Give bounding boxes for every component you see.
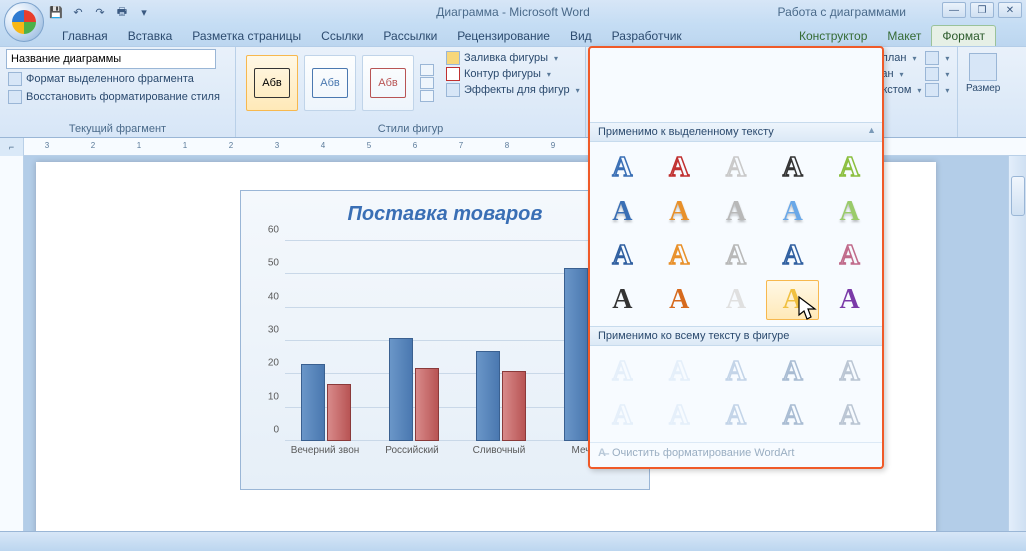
wordart-style-option[interactable]: A: [710, 352, 763, 392]
wordart-style-option[interactable]: A: [823, 236, 876, 276]
tab-format[interactable]: Формат: [931, 25, 996, 46]
close-button[interactable]: ✕: [998, 2, 1022, 18]
wordart-style-option[interactable]: A: [710, 280, 763, 320]
shape-outline-button[interactable]: Контур фигуры▾: [446, 67, 580, 81]
wordart-section-applies-all: Применимо ко всему тексту в фигуре: [590, 326, 882, 346]
wordart-style-option[interactable]: A: [823, 280, 876, 320]
tab-page-layout[interactable]: Разметка страницы: [182, 26, 311, 46]
restore-button[interactable]: ❐: [970, 2, 994, 18]
tab-home[interactable]: Главная: [52, 26, 118, 46]
wordart-style-option[interactable]: A: [596, 396, 649, 436]
align-icon: [925, 51, 939, 65]
group-button[interactable]: ▾: [925, 67, 949, 81]
chart-category-label: Российский: [372, 445, 452, 456]
gallery-more-icon[interactable]: [420, 90, 434, 102]
effects-icon: [446, 83, 460, 97]
wordart-style-option[interactable]: A: [596, 148, 649, 188]
size-button[interactable]: Размер: [964, 49, 1002, 98]
wordart-style-option[interactable]: A: [710, 236, 763, 276]
save-icon[interactable]: 💾: [48, 4, 64, 20]
tab-mailings[interactable]: Рассылки: [373, 26, 447, 46]
wordart-style-option[interactable]: A: [766, 396, 819, 436]
gallery-down-icon[interactable]: [420, 77, 434, 89]
group-label-shape-styles: Стили фигур: [236, 123, 585, 135]
rotate-button[interactable]: ▾: [925, 83, 949, 97]
reset-style-button[interactable]: Восстановить форматирование стиля: [6, 89, 222, 105]
ruler-corner[interactable]: ⌐: [0, 138, 24, 156]
rotate-icon: [925, 83, 939, 97]
print-icon[interactable]: 🖶: [114, 4, 130, 20]
wordart-style-option[interactable]: A: [766, 148, 819, 188]
group-icon: [925, 67, 939, 81]
status-bar: [0, 531, 1026, 551]
wordart-style-option[interactable]: A: [766, 236, 819, 276]
wordart-styles-panel: Применимо к выделенному тексту▲ AAAAAAAA…: [588, 46, 884, 469]
shape-style-gallery[interactable]: Абв Абв Абв: [242, 49, 438, 117]
tab-design[interactable]: Конструктор: [789, 26, 877, 46]
tab-developer[interactable]: Разработчик: [602, 26, 692, 46]
tab-layout[interactable]: Макет: [877, 26, 931, 46]
ribbon-tabs: Главная Вставка Разметка страницы Ссылки…: [0, 24, 1026, 46]
size-icon: [969, 53, 997, 81]
qat-more-icon[interactable]: ▾: [136, 4, 152, 20]
wordart-style-option[interactable]: A: [596, 192, 649, 232]
tab-view[interactable]: Вид: [560, 26, 602, 46]
wordart-style-option[interactable]: A: [710, 192, 763, 232]
wordart-style-option[interactable]: A: [653, 192, 706, 232]
clear-wordart-button[interactable]: A̶Очистить форматирование WordArt: [590, 442, 882, 463]
format-selection-button[interactable]: Формат выделенного фрагмента: [6, 71, 222, 87]
wordart-style-option[interactable]: A: [596, 352, 649, 392]
undo-icon[interactable]: ↶: [70, 4, 86, 20]
wordart-style-option[interactable]: A: [653, 280, 706, 320]
window-title: Диаграмма - Microsoft Word: [436, 5, 590, 19]
wordart-style-option[interactable]: A: [823, 192, 876, 232]
chart-plot: 0102030405060: [285, 241, 635, 441]
wordart-style-option[interactable]: A: [823, 148, 876, 188]
wordart-style-option[interactable]: A: [653, 148, 706, 188]
shape-effects-button[interactable]: Эффекты для фигур▾: [446, 83, 580, 97]
format-selection-label: Формат выделенного фрагмента: [26, 73, 194, 85]
outline-icon: [446, 67, 460, 81]
wordart-style-option[interactable]: A: [596, 236, 649, 276]
titlebar: 💾 ↶ ↷ 🖶 ▾ Диаграмма - Microsoft Word Раб…: [0, 0, 1026, 24]
wordart-style-option[interactable]: A: [766, 280, 819, 320]
wordart-style-option[interactable]: A: [653, 396, 706, 436]
reset-style-icon: [8, 90, 22, 104]
vertical-scrollbar[interactable]: [1008, 156, 1026, 531]
fill-icon: [446, 51, 460, 65]
wordart-style-option[interactable]: A: [710, 396, 763, 436]
group-label-current: Текущий фрагмент: [0, 123, 235, 135]
tab-review[interactable]: Рецензирование: [447, 26, 560, 46]
wordart-style-option[interactable]: A: [653, 236, 706, 276]
chart-category-label: Сливочный: [459, 445, 539, 456]
reset-style-label: Восстановить форматирование стиля: [26, 91, 220, 103]
wordart-style-option[interactable]: A: [653, 352, 706, 392]
shape-style-2[interactable]: Абв: [304, 55, 356, 111]
gallery-up-icon[interactable]: [420, 64, 434, 76]
redo-icon[interactable]: ↷: [92, 4, 108, 20]
context-title: Работа с диаграммами: [778, 5, 907, 19]
vertical-ruler[interactable]: [0, 156, 24, 531]
wordart-style-option[interactable]: A: [766, 192, 819, 232]
office-button[interactable]: [4, 2, 44, 42]
tab-references[interactable]: Ссылки: [311, 26, 373, 46]
shape-fill-button[interactable]: Заливка фигуры▾: [446, 51, 580, 65]
chart-element-select[interactable]: [6, 49, 216, 69]
align-button[interactable]: ▾: [925, 51, 949, 65]
minimize-button[interactable]: —: [942, 2, 966, 18]
wordart-style-option[interactable]: A: [823, 352, 876, 392]
wordart-section-applies-selection: Применимо к выделенному тексту▲: [590, 122, 882, 142]
wordart-style-option[interactable]: A: [823, 396, 876, 436]
shape-style-1[interactable]: Абв: [246, 55, 298, 111]
scrollbar-thumb[interactable]: [1011, 176, 1025, 216]
wordart-style-option[interactable]: A: [596, 280, 649, 320]
shape-style-3[interactable]: Абв: [362, 55, 414, 111]
tab-insert[interactable]: Вставка: [118, 26, 183, 46]
quick-access-toolbar: 💾 ↶ ↷ 🖶 ▾: [48, 4, 152, 20]
wordart-style-option[interactable]: A: [710, 148, 763, 188]
wordart-style-option[interactable]: A: [766, 352, 819, 392]
format-selection-icon: [8, 72, 22, 86]
chart-category-label: Вечерний звон: [285, 445, 365, 456]
